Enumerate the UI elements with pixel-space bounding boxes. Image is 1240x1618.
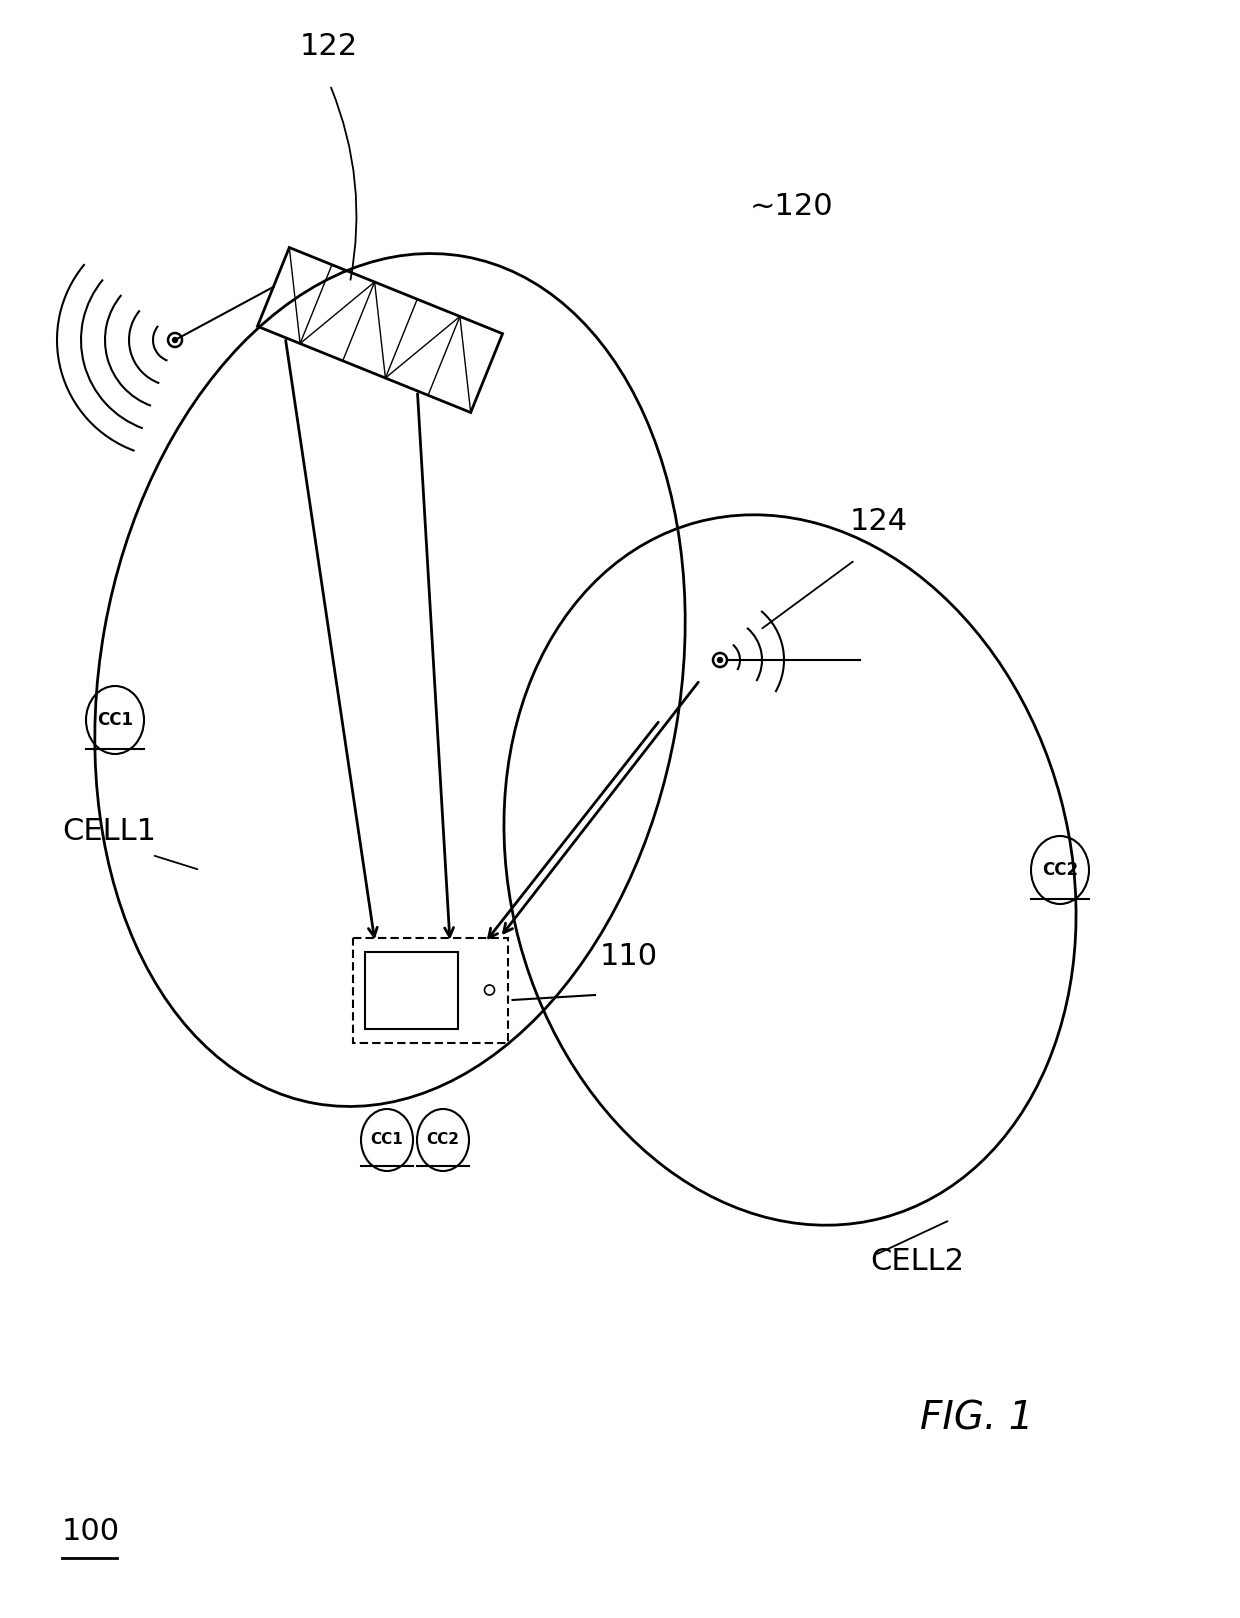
Bar — [352, 937, 507, 1042]
Text: 122: 122 — [300, 32, 358, 61]
Text: 124: 124 — [849, 506, 908, 536]
Bar — [365, 951, 458, 1029]
Text: 110: 110 — [600, 942, 658, 971]
Circle shape — [718, 657, 723, 662]
Text: ~120: ~120 — [750, 193, 833, 222]
Text: CELL2: CELL2 — [870, 1247, 963, 1277]
Text: CC2: CC2 — [1042, 861, 1078, 879]
Text: CC1: CC1 — [97, 710, 133, 730]
Text: CC1: CC1 — [371, 1133, 403, 1147]
Circle shape — [172, 338, 177, 343]
Text: CELL1: CELL1 — [62, 817, 156, 846]
Text: 100: 100 — [62, 1518, 120, 1547]
Text: CC2: CC2 — [427, 1133, 460, 1147]
Text: FIG. 1: FIG. 1 — [920, 1400, 1033, 1438]
